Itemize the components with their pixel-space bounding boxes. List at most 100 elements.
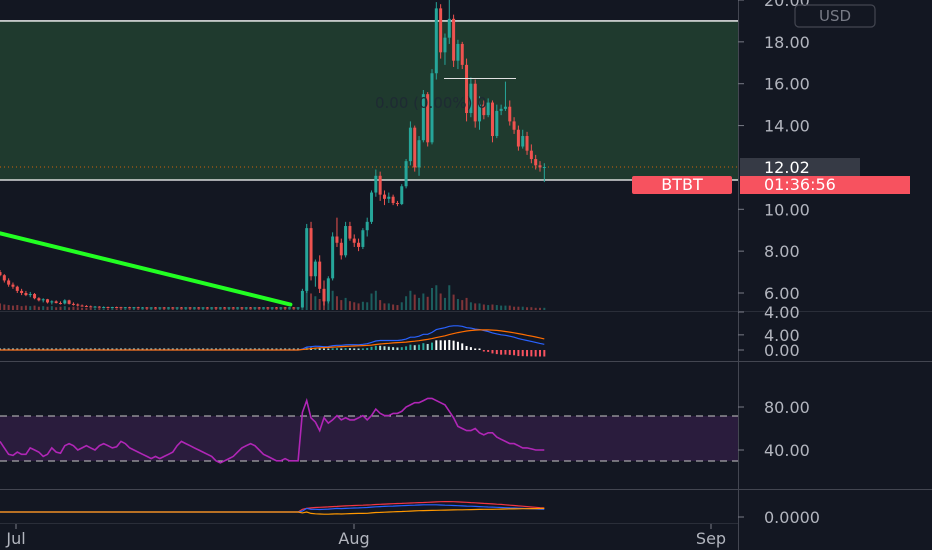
oscillator-pane[interactable] xyxy=(0,501,545,515)
candle-88 xyxy=(378,171,382,201)
candle-61 xyxy=(262,307,266,309)
candle-body-87 xyxy=(374,175,378,193)
volume-bar-91 xyxy=(392,304,395,310)
macd-hist-bar-57 xyxy=(245,348,248,350)
candle-body-114 xyxy=(490,102,494,137)
volume-bar-108 xyxy=(465,297,468,310)
volume-bar-12 xyxy=(50,306,53,310)
candle-43 xyxy=(184,307,188,309)
volume-bar-27 xyxy=(115,308,118,310)
candle-8 xyxy=(33,293,37,300)
candle-72 xyxy=(309,221,313,281)
macd-hist-bar-123 xyxy=(530,350,533,357)
candle-17 xyxy=(71,302,75,306)
candle-80 xyxy=(344,221,348,258)
trendline[interactable] xyxy=(0,231,293,307)
macd-hist-bar-27 xyxy=(115,348,118,350)
candle-body-107 xyxy=(460,43,464,65)
macd-hist-bar-12 xyxy=(50,348,53,350)
macd-hist-bar-56 xyxy=(240,348,243,350)
volume-bar-125 xyxy=(539,307,541,310)
macd-hist-bar-93 xyxy=(400,347,403,350)
candle-119 xyxy=(512,117,516,134)
macd-pane[interactable] xyxy=(0,325,546,357)
candle-body-6 xyxy=(24,293,28,296)
macd-hist-bar-24 xyxy=(102,348,105,350)
macd-hist-bar-113 xyxy=(487,350,490,352)
macd-hist-bar-7 xyxy=(29,348,32,350)
volume-bar-111 xyxy=(478,303,481,310)
macd-hist-bar-37 xyxy=(158,348,161,350)
candle-73 xyxy=(313,259,317,287)
candle-89 xyxy=(382,190,386,206)
candle-body-38 xyxy=(162,307,166,309)
time-axis[interactable]: Jul Aug Sep xyxy=(0,523,738,550)
signal-line xyxy=(0,329,545,351)
volume-bar-93 xyxy=(400,302,403,310)
candle-77 xyxy=(331,232,335,281)
volume-bar-85 xyxy=(366,302,369,310)
volume-bar-37 xyxy=(158,308,161,310)
macd-hist-bar-19 xyxy=(81,348,84,350)
volume-bar-95 xyxy=(409,290,412,310)
price-tick-3: 14.00 xyxy=(764,117,810,136)
currency-button[interactable] xyxy=(794,4,876,28)
candle-41 xyxy=(175,307,179,309)
candle-body-48 xyxy=(205,307,209,309)
candle-body-5 xyxy=(20,290,24,293)
candle-98 xyxy=(421,89,425,143)
macd-hist-bar-62 xyxy=(266,348,269,350)
macd-hist-bar-117 xyxy=(504,350,507,355)
candle-107 xyxy=(460,41,464,70)
candle-74 xyxy=(318,255,322,293)
volume-bar-68 xyxy=(292,308,295,310)
candle-101 xyxy=(434,2,438,80)
volume-bar-13 xyxy=(55,307,58,310)
macd-hist-bar-120 xyxy=(517,350,520,357)
candle-body-26 xyxy=(110,307,114,309)
volume-bar-74 xyxy=(318,299,321,310)
macd-tick-0: 4.00 xyxy=(764,303,800,322)
candle-body-75 xyxy=(322,288,326,302)
price-scale-background xyxy=(738,0,932,550)
volume-bar-15 xyxy=(63,306,66,310)
volume-bar-117 xyxy=(504,305,507,310)
volume-bar-62 xyxy=(266,308,269,310)
macd-hist-bar-110 xyxy=(474,348,477,350)
osc-tick-0: 0.0000 xyxy=(764,508,820,527)
candle-body-46 xyxy=(197,307,201,309)
volume-bar-41 xyxy=(176,308,179,310)
candle-body-22 xyxy=(93,306,97,308)
candle-115 xyxy=(495,104,499,139)
macd-hist-bar-4 xyxy=(16,348,19,350)
macd-hist-bar-116 xyxy=(500,350,503,355)
rsi-pane[interactable] xyxy=(0,397,738,464)
volume-bar-23 xyxy=(98,307,101,310)
candle-97 xyxy=(417,136,421,176)
candle-body-65 xyxy=(279,307,283,309)
symbol-tag[interactable] xyxy=(632,176,732,194)
candle-79 xyxy=(339,238,343,260)
candle-92 xyxy=(395,200,399,207)
candle-105 xyxy=(452,14,456,67)
candle-99 xyxy=(426,92,430,147)
macd-hist-bar-48 xyxy=(206,348,209,350)
candle-body-0 xyxy=(0,272,2,276)
candle-body-64 xyxy=(274,307,278,309)
macd-hist-bar-38 xyxy=(163,348,166,350)
candle-body-99 xyxy=(426,94,430,143)
candle-26 xyxy=(110,306,114,309)
candle-21 xyxy=(89,305,93,308)
volume-bar-100 xyxy=(431,288,433,310)
candle-body-81 xyxy=(348,226,352,239)
macd-hist-bar-78 xyxy=(335,348,338,350)
macd-hist-bar-119 xyxy=(513,350,516,356)
macd-hist-bar-98 xyxy=(422,343,425,350)
candle-63 xyxy=(270,307,274,309)
price-pane[interactable]: 0.00 (0.00%) 0 xyxy=(0,0,738,310)
candle-122 xyxy=(525,131,529,155)
candle-body-17 xyxy=(71,303,75,305)
